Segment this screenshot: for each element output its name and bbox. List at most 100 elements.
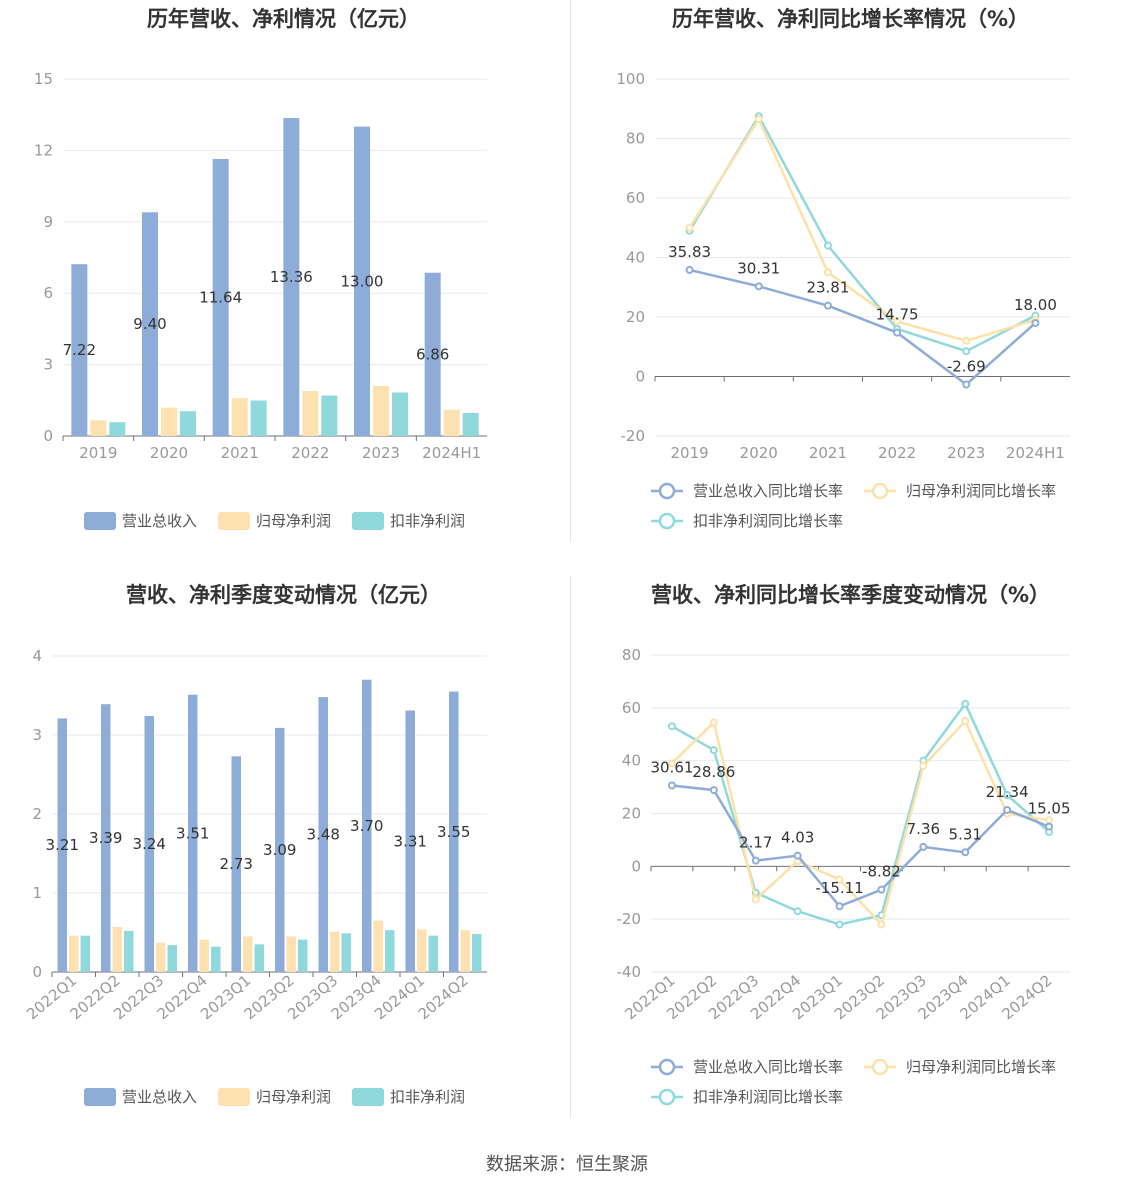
series-point	[919, 761, 928, 770]
data-label: 3.70	[350, 817, 383, 835]
bar-扣非净利润	[180, 411, 196, 436]
bar-营业总收入	[354, 126, 370, 436]
x-tick-label: 2022	[878, 444, 916, 462]
y-tick-label: 40	[626, 249, 645, 267]
series-point	[709, 718, 718, 727]
series-point	[1003, 805, 1012, 814]
bar-营业总收入	[188, 694, 198, 972]
series-point	[823, 301, 832, 310]
data-label: 3.39	[89, 829, 122, 847]
quarterly-growth-chart-svg: 营收、净利同比增长率季度变动情况（%）-40-200204060802022Q1…	[617, 583, 1071, 1106]
y-tick-label: -20	[617, 910, 642, 928]
series-point	[667, 781, 676, 790]
data-label: 2.17	[739, 834, 772, 852]
data-label: -2.69	[947, 358, 986, 376]
chart-title: 营收、净利季度变动情况（亿元）	[126, 583, 441, 607]
series-point	[835, 902, 844, 911]
legend-label: 归母净利润同比增长率	[906, 1058, 1056, 1076]
y-tick-label: 0	[635, 368, 645, 386]
y-tick-label: 12	[34, 141, 53, 159]
divider-bottom	[570, 576, 571, 1118]
data-label: 9.40	[133, 315, 166, 333]
legend-swatch-营业总收入	[84, 512, 116, 530]
x-tick-label: 2023	[947, 444, 985, 462]
data-label: 4.03	[781, 829, 814, 847]
series-point	[961, 848, 970, 857]
series-point	[962, 347, 971, 356]
legend-label: 营业总收入	[122, 512, 197, 530]
annual-values-chart: 历年营收、净利情况（亿元） 0 3 6 9 12 15 2019 2020 2021 2022 202…	[0, 0, 567, 560]
bar-归母净利润	[373, 386, 389, 436]
bar-扣非净利润	[298, 939, 308, 972]
data-label: 13.00	[341, 272, 384, 290]
bar-扣非净利润	[428, 935, 438, 972]
series-point	[793, 907, 802, 916]
series-point	[751, 895, 760, 904]
series-point	[754, 282, 763, 291]
data-label: 3.21	[46, 836, 79, 854]
quarterly-values-chart-svg: 营收、净利季度变动情况（亿元）012342022Q12022Q22022Q320…	[23, 583, 487, 1106]
quarterly-values-chart: 营收、净利季度变动情况（亿元） 0 1 2 3 4 2022Q1 2022Q2 2022Q3 20…	[0, 576, 567, 1136]
annual-values-chart-svg: 历年营收、净利情况（亿元） 0 3 6 9 12 15 2019 2020 2021 2022 202…	[34, 7, 487, 530]
legend-label: 扣非净利润同比增长率	[693, 512, 843, 530]
series-point	[835, 875, 844, 884]
bar-归母净利润	[243, 936, 253, 972]
y-tick-label: 60	[622, 699, 641, 717]
bar-营业总收入	[212, 158, 229, 436]
y-tick-label: 15	[34, 70, 53, 88]
y-tick-label: 60	[626, 189, 645, 207]
bar-营业总收入	[424, 272, 441, 436]
series-point	[685, 223, 694, 232]
series-point	[962, 336, 971, 345]
bar-扣非净利润	[321, 395, 338, 436]
data-label: -8.82	[862, 863, 901, 881]
bar-扣非净利润	[341, 933, 351, 972]
legend-label: 扣非净利润	[390, 512, 465, 530]
x-tick-label: 2019	[670, 444, 708, 462]
series-point	[1045, 822, 1054, 831]
y-tick-label: 0	[631, 857, 641, 875]
series-point	[667, 759, 676, 768]
bar-归母净利润	[286, 936, 296, 972]
legend-marker	[658, 1058, 676, 1076]
x-tick-label: 2024H1	[422, 444, 481, 462]
series-line-扣非净利润同比增长率	[671, 701, 1050, 926]
series-line-归母净利润同比增长率	[688, 116, 1036, 343]
bar-营业总收入	[275, 727, 285, 972]
legend-marker	[658, 512, 676, 530]
series-point	[962, 380, 971, 389]
y-tick-label: 0	[32, 963, 42, 981]
data-label: 35.83	[668, 243, 711, 261]
chart-title: 历年营收、净利同比增长率情况（%）	[672, 7, 1029, 31]
data-label: 3.55	[437, 823, 470, 841]
legend-label: 营业总收入	[122, 1088, 197, 1106]
data-label: 30.31	[737, 259, 780, 277]
bar-营业总收入	[142, 212, 158, 436]
bar-归母净利润	[330, 931, 340, 972]
quarterly-growth-chart: 营收、净利同比增长率季度变动情况（%） -40 -20 0 20 40 60 80 2022Q1…	[567, 576, 1134, 1136]
data-label: 3.51	[176, 824, 209, 842]
series-line-归母净利润同比增长率	[671, 718, 1050, 927]
y-tick-label: 100	[616, 70, 645, 88]
series-point	[893, 317, 902, 326]
legend-label: 归母净利润	[256, 1088, 331, 1106]
chart-title: 历年营收、净利情况（亿元）	[147, 7, 420, 31]
chart-title: 营收、净利同比增长率季度变动情况（%）	[651, 583, 1050, 607]
data-label: 3.09	[263, 841, 296, 859]
x-tick-label: 2022	[291, 444, 329, 462]
legend-marker	[871, 1058, 889, 1076]
annual-growth-chart-svg: 历年营收、净利同比增长率情况（%） -20 0 20 40 60 80 100 2019 2020…	[616, 7, 1070, 530]
series-point	[793, 851, 802, 860]
bar-归母净利润	[460, 930, 470, 972]
data-label: 7.22	[63, 341, 96, 359]
data-label: -15.11	[815, 879, 863, 897]
bar-扣非净利润	[211, 946, 221, 972]
data-label: 3.31	[394, 832, 427, 850]
y-tick-label: 3	[43, 356, 53, 374]
bar-扣非净利润	[250, 400, 267, 436]
legend-marker	[658, 1088, 676, 1106]
x-tick-label: 2020	[740, 444, 778, 462]
data-label: 28.86	[692, 763, 735, 781]
y-tick-label: -20	[621, 427, 646, 445]
annual-growth-chart: 历年营收、净利同比增长率情况（%） -20 0 20 40 60 80 100 2019 2020…	[567, 0, 1134, 560]
